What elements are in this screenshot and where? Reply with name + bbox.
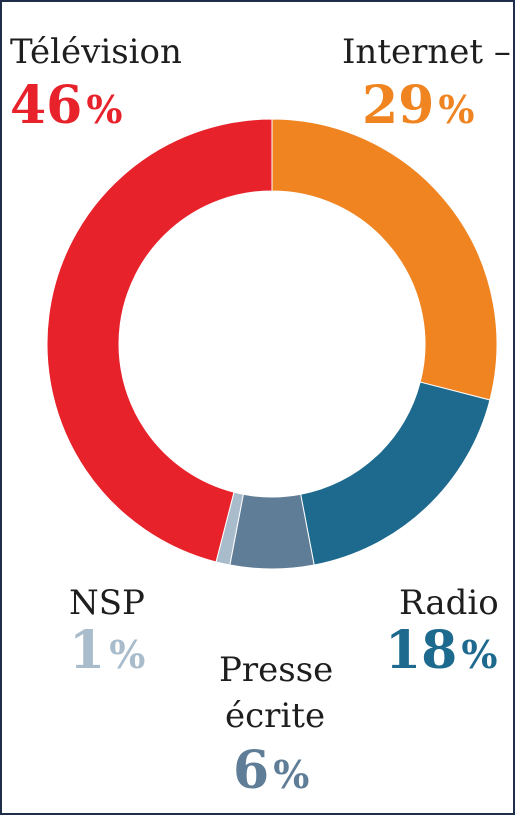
label-internet-name: Internet – <box>342 32 511 72</box>
label-radio-name: Radio <box>399 583 499 623</box>
label-nsp-name: NSP <box>69 583 145 623</box>
label-television-value: 46% <box>10 75 123 136</box>
label-presse-value: 6% <box>233 740 310 801</box>
label-internet-value: 29% <box>362 75 475 136</box>
label-presse-name-line2: écrite <box>225 696 326 736</box>
slice-presse-ecrite <box>229 493 315 570</box>
slice-internet <box>271 118 498 401</box>
slice-television <box>46 118 273 563</box>
label-presse-name-line1: Presse <box>219 650 334 690</box>
slice-radio <box>300 381 491 566</box>
label-television-name: Télévision <box>10 32 182 72</box>
label-nsp-value: 1% <box>69 620 146 681</box>
label-radio-value: 18% <box>385 620 498 681</box>
